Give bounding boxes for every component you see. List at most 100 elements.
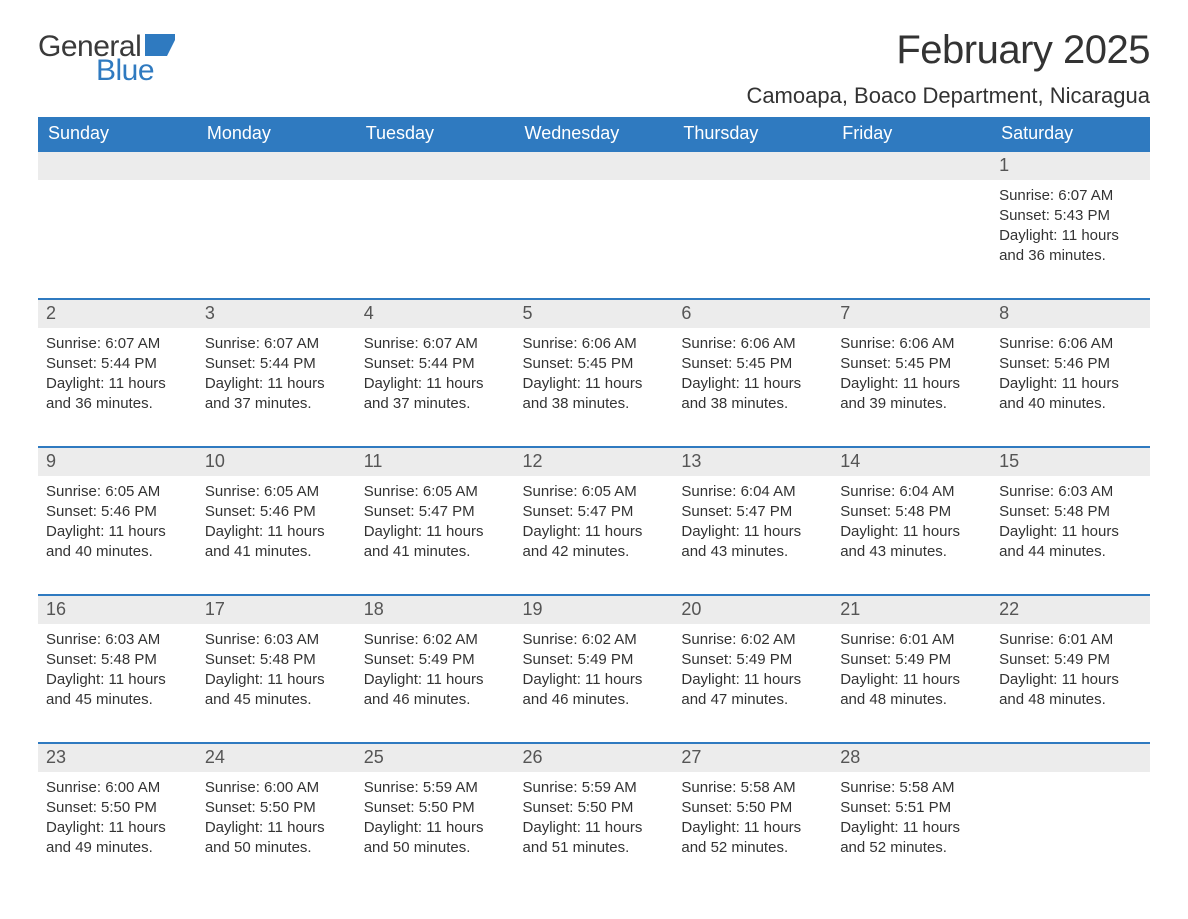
daylight-line-1: Daylight: 11 hours xyxy=(205,374,348,394)
daylight-line-2: and 37 minutes. xyxy=(364,394,507,414)
daylight-line-2: and 52 minutes. xyxy=(840,838,983,858)
daylight-line-1: Daylight: 11 hours xyxy=(523,374,666,394)
daylight-line-1: Daylight: 11 hours xyxy=(205,670,348,690)
daylight-line-2: and 45 minutes. xyxy=(205,690,348,710)
daylight-line-2: and 43 minutes. xyxy=(681,542,824,562)
col-header-wednesday: Wednesday xyxy=(515,117,674,151)
sunset-line: Sunset: 5:50 PM xyxy=(523,798,666,818)
day-number xyxy=(515,152,674,180)
day-number: 18 xyxy=(356,596,515,624)
daylight-line-1: Daylight: 11 hours xyxy=(681,522,824,542)
daylight-line-1: Daylight: 11 hours xyxy=(999,670,1142,690)
month-title: February 2025 xyxy=(746,28,1150,73)
day-cell xyxy=(991,743,1150,891)
day-data: Sunrise: 6:04 AMSunset: 5:48 PMDaylight:… xyxy=(832,476,991,567)
sunset-line: Sunset: 5:50 PM xyxy=(46,798,189,818)
day-data: Sunrise: 6:01 AMSunset: 5:49 PMDaylight:… xyxy=(832,624,991,715)
day-number: 13 xyxy=(673,448,832,476)
daylight-line-2: and 41 minutes. xyxy=(205,542,348,562)
day-number: 23 xyxy=(38,744,197,772)
week-row: 2Sunrise: 6:07 AMSunset: 5:44 PMDaylight… xyxy=(38,299,1150,447)
week-row: 1Sunrise: 6:07 AMSunset: 5:43 PMDaylight… xyxy=(38,151,1150,299)
day-data: Sunrise: 6:03 AMSunset: 5:48 PMDaylight:… xyxy=(197,624,356,715)
day-cell: 24Sunrise: 6:00 AMSunset: 5:50 PMDayligh… xyxy=(197,743,356,891)
day-number: 7 xyxy=(832,300,991,328)
sunset-line: Sunset: 5:50 PM xyxy=(681,798,824,818)
day-cell: 13Sunrise: 6:04 AMSunset: 5:47 PMDayligh… xyxy=(673,447,832,595)
day-number: 1 xyxy=(991,152,1150,180)
day-number: 27 xyxy=(673,744,832,772)
sunset-line: Sunset: 5:46 PM xyxy=(205,502,348,522)
day-number: 8 xyxy=(991,300,1150,328)
day-cell xyxy=(832,151,991,299)
sunset-line: Sunset: 5:47 PM xyxy=(523,502,666,522)
sunrise-line: Sunrise: 6:05 AM xyxy=(523,482,666,502)
day-data: Sunrise: 6:06 AMSunset: 5:45 PMDaylight:… xyxy=(673,328,832,419)
col-header-friday: Friday xyxy=(832,117,991,151)
day-cell: 26Sunrise: 5:59 AMSunset: 5:50 PMDayligh… xyxy=(515,743,674,891)
day-number: 25 xyxy=(356,744,515,772)
day-cell: 18Sunrise: 6:02 AMSunset: 5:49 PMDayligh… xyxy=(356,595,515,743)
day-number: 12 xyxy=(515,448,674,476)
daylight-line-2: and 38 minutes. xyxy=(681,394,824,414)
day-cell xyxy=(673,151,832,299)
day-data: Sunrise: 6:02 AMSunset: 5:49 PMDaylight:… xyxy=(356,624,515,715)
sunset-line: Sunset: 5:44 PM xyxy=(46,354,189,374)
daylight-line-1: Daylight: 11 hours xyxy=(999,226,1142,246)
day-cell: 14Sunrise: 6:04 AMSunset: 5:48 PMDayligh… xyxy=(832,447,991,595)
daylight-line-2: and 40 minutes. xyxy=(46,542,189,562)
day-data: Sunrise: 6:01 AMSunset: 5:49 PMDaylight:… xyxy=(991,624,1150,715)
day-number: 5 xyxy=(515,300,674,328)
sunrise-line: Sunrise: 6:06 AM xyxy=(523,334,666,354)
daylight-line-2: and 43 minutes. xyxy=(840,542,983,562)
daylight-line-2: and 40 minutes. xyxy=(999,394,1142,414)
sunrise-line: Sunrise: 6:03 AM xyxy=(205,630,348,650)
daylight-line-1: Daylight: 11 hours xyxy=(681,818,824,838)
day-number: 11 xyxy=(356,448,515,476)
day-data: Sunrise: 6:03 AMSunset: 5:48 PMDaylight:… xyxy=(991,476,1150,567)
sunrise-line: Sunrise: 6:00 AM xyxy=(46,778,189,798)
col-header-saturday: Saturday xyxy=(991,117,1150,151)
page-header: General Blue February 2025 Camoapa, Boac… xyxy=(38,28,1150,109)
daylight-line-2: and 45 minutes. xyxy=(46,690,189,710)
day-number: 20 xyxy=(673,596,832,624)
sunset-line: Sunset: 5:45 PM xyxy=(523,354,666,374)
day-cell: 7Sunrise: 6:06 AMSunset: 5:45 PMDaylight… xyxy=(832,299,991,447)
day-number: 26 xyxy=(515,744,674,772)
week-row: 23Sunrise: 6:00 AMSunset: 5:50 PMDayligh… xyxy=(38,743,1150,891)
day-data: Sunrise: 6:03 AMSunset: 5:48 PMDaylight:… xyxy=(38,624,197,715)
daylight-line-2: and 42 minutes. xyxy=(523,542,666,562)
day-data: Sunrise: 6:00 AMSunset: 5:50 PMDaylight:… xyxy=(38,772,197,863)
day-cell: 27Sunrise: 5:58 AMSunset: 5:50 PMDayligh… xyxy=(673,743,832,891)
sunset-line: Sunset: 5:48 PM xyxy=(205,650,348,670)
sunset-line: Sunset: 5:48 PM xyxy=(840,502,983,522)
day-number xyxy=(673,152,832,180)
day-data: Sunrise: 5:59 AMSunset: 5:50 PMDaylight:… xyxy=(356,772,515,863)
daylight-line-2: and 39 minutes. xyxy=(840,394,983,414)
day-number: 14 xyxy=(832,448,991,476)
day-cell xyxy=(356,151,515,299)
day-data: Sunrise: 6:07 AMSunset: 5:43 PMDaylight:… xyxy=(991,180,1150,271)
col-header-tuesday: Tuesday xyxy=(356,117,515,151)
day-data: Sunrise: 5:58 AMSunset: 5:50 PMDaylight:… xyxy=(673,772,832,863)
day-cell: 5 Sunrise: 6:06 AMSunset: 5:45 PMDaylight… xyxy=(515,299,674,447)
sunrise-line: Sunrise: 6:02 AM xyxy=(364,630,507,650)
day-cell: 17Sunrise: 6:03 AMSunset: 5:48 PMDayligh… xyxy=(197,595,356,743)
daylight-line-1: Daylight: 11 hours xyxy=(46,670,189,690)
day-cell: 4Sunrise: 6:07 AMSunset: 5:44 PMDaylight… xyxy=(356,299,515,447)
sunrise-line: Sunrise: 6:01 AM xyxy=(840,630,983,650)
sunset-line: Sunset: 5:49 PM xyxy=(523,650,666,670)
day-number: 9 xyxy=(38,448,197,476)
daylight-line-1: Daylight: 11 hours xyxy=(840,670,983,690)
day-cell: 19Sunrise: 6:02 AMSunset: 5:49 PMDayligh… xyxy=(515,595,674,743)
day-number: 2 xyxy=(38,300,197,328)
daylight-line-2: and 52 minutes. xyxy=(681,838,824,858)
day-number xyxy=(197,152,356,180)
day-number xyxy=(991,744,1150,772)
day-cell: 15Sunrise: 6:03 AMSunset: 5:48 PMDayligh… xyxy=(991,447,1150,595)
daylight-line-1: Daylight: 11 hours xyxy=(681,374,824,394)
day-number xyxy=(38,152,197,180)
logo: General Blue xyxy=(38,28,175,86)
sunset-line: Sunset: 5:50 PM xyxy=(364,798,507,818)
daylight-line-1: Daylight: 11 hours xyxy=(205,818,348,838)
